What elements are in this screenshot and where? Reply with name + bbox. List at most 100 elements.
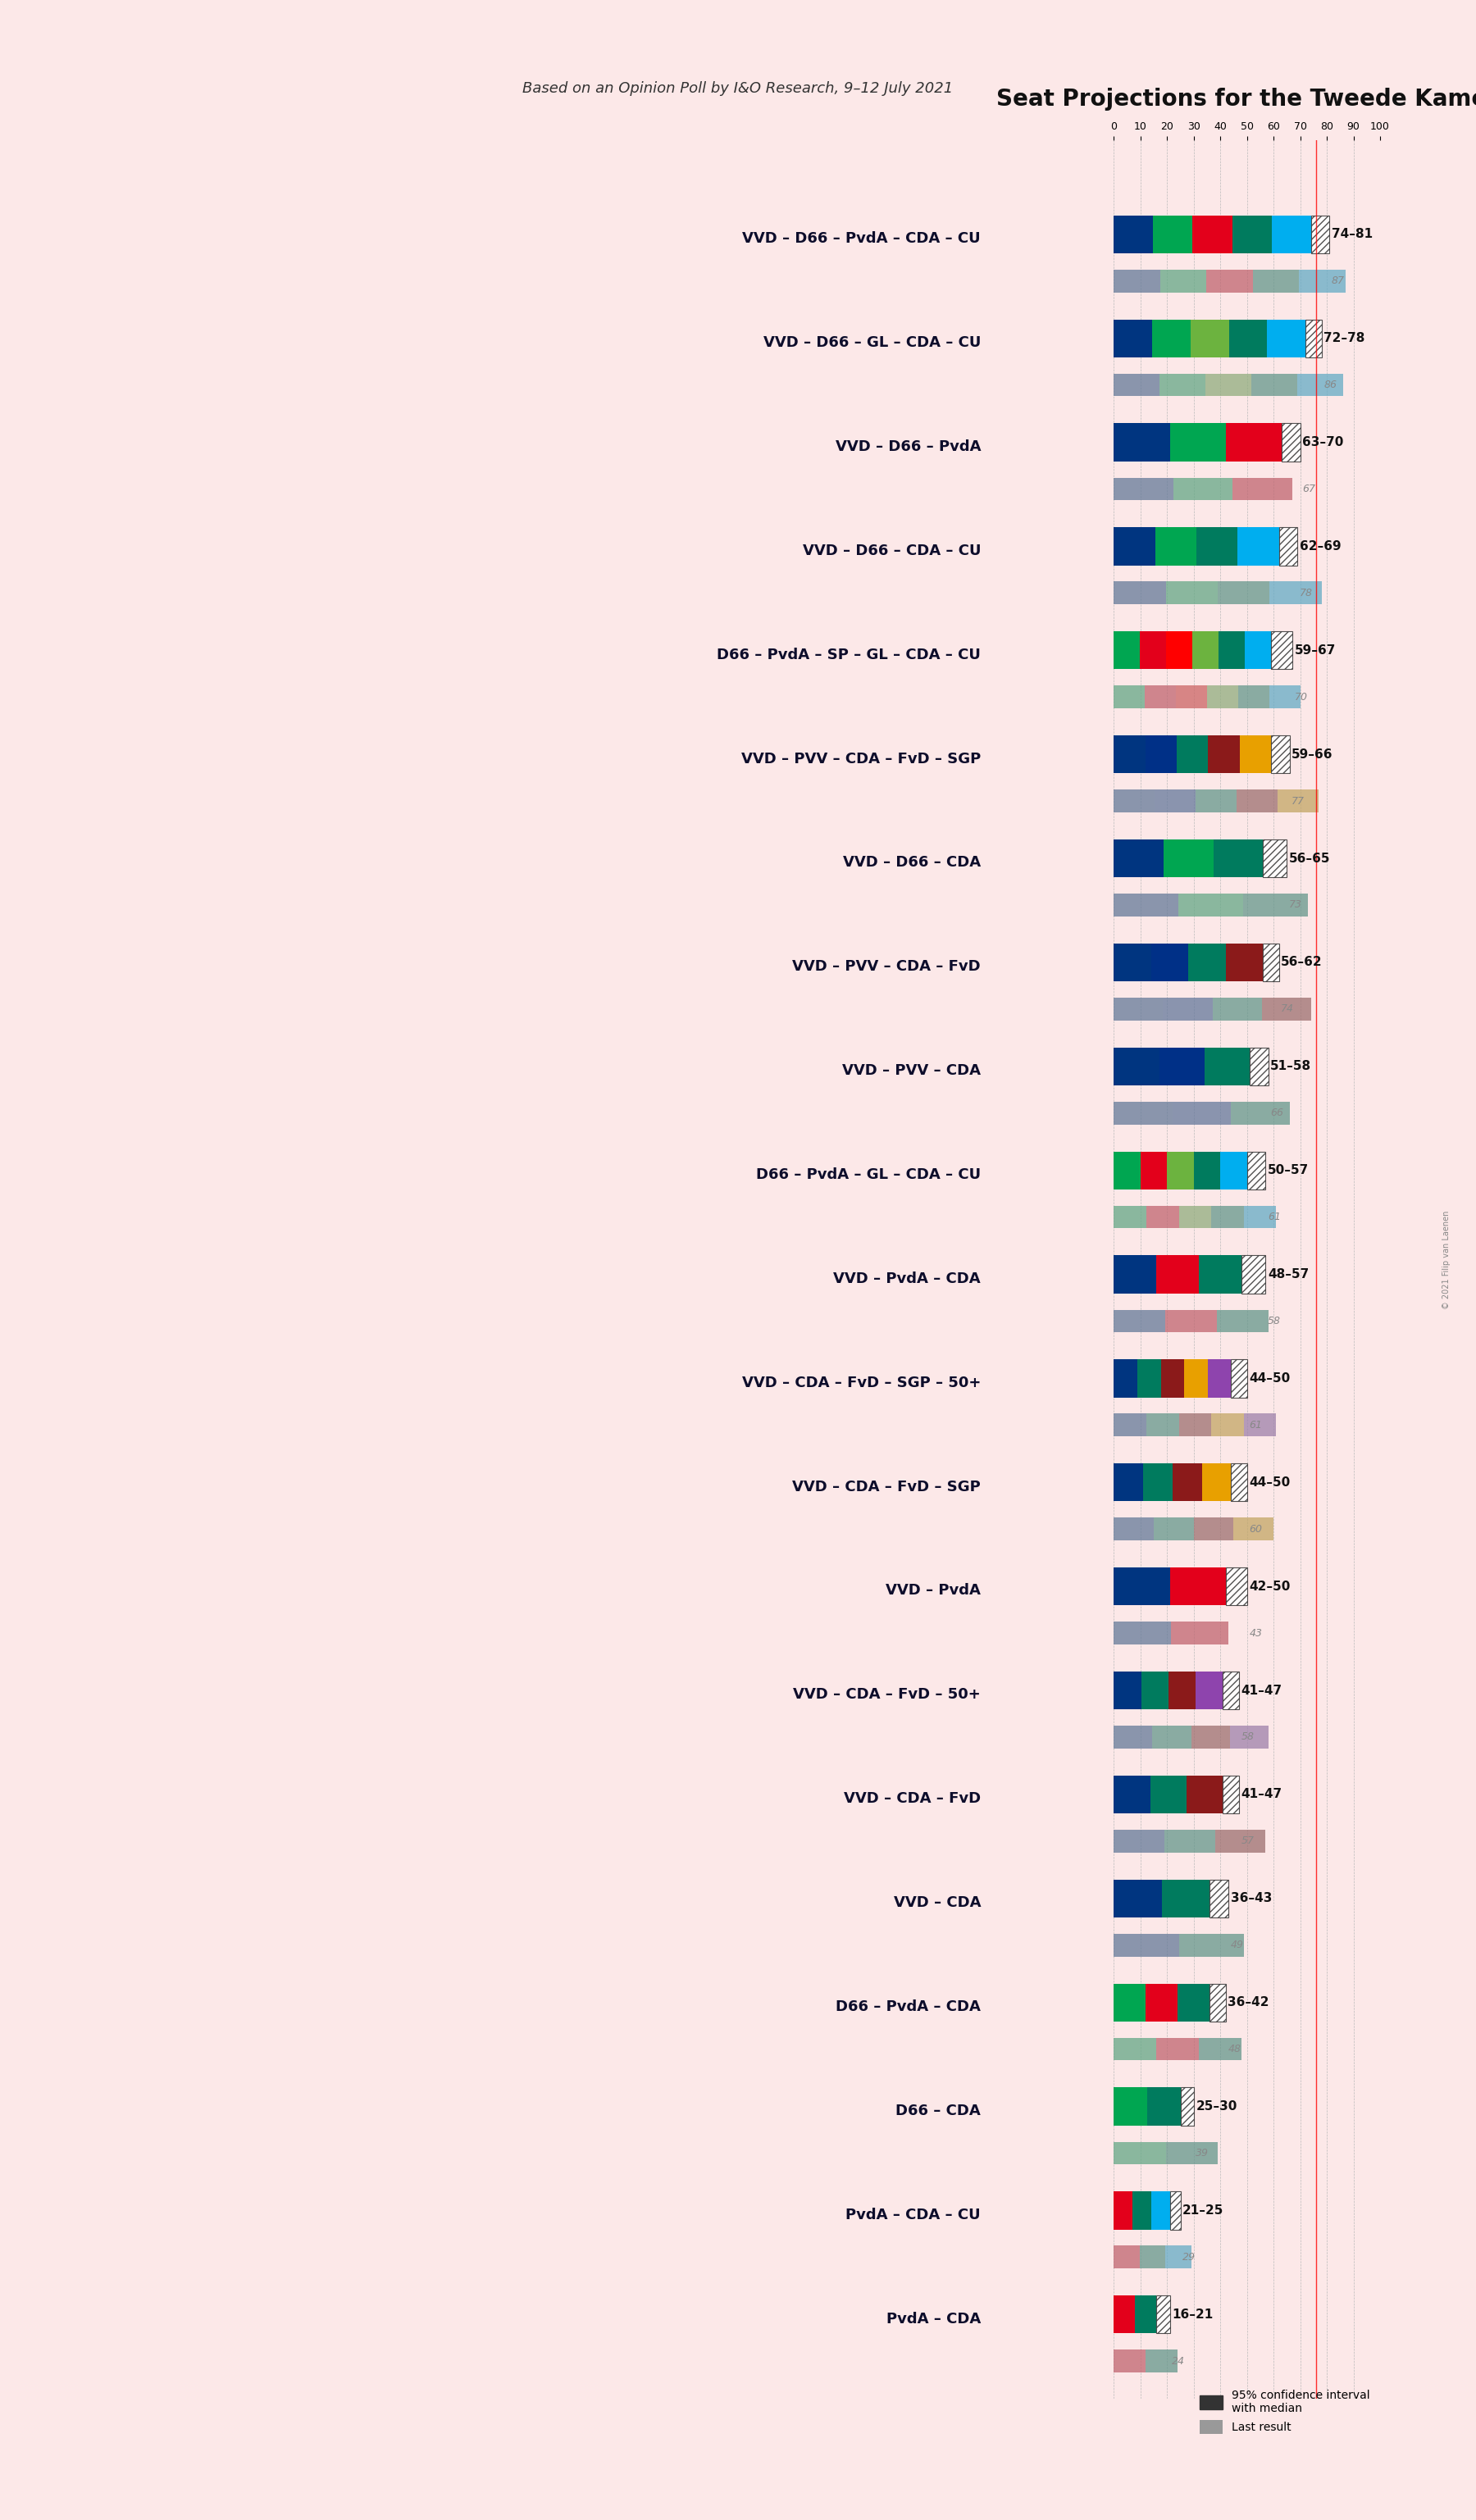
Bar: [1224, 1671, 1238, 1709]
Bar: [1114, 2349, 1178, 2371]
Bar: [1207, 1358, 1231, 1399]
Bar: [1114, 1414, 1147, 1436]
Bar: [1230, 1726, 1268, 1749]
Text: VVD – CDA: VVD – CDA: [893, 1895, 980, 1910]
Text: VVD – D66 – PvdA: VVD – D66 – PvdA: [835, 438, 980, 454]
Text: VVD – CDA – FvD – 50+: VVD – CDA – FvD – 50+: [793, 1688, 980, 1701]
Text: PvdA – CDA – CU: PvdA – CDA – CU: [846, 2208, 980, 2223]
Bar: [1145, 1983, 1178, 2021]
Bar: [1139, 2245, 1166, 2268]
Bar: [1224, 1777, 1238, 1814]
Bar: [1210, 1880, 1228, 1918]
Bar: [1163, 998, 1212, 1021]
Text: D66 – PvdA – SP – GL – CDA – CU: D66 – PvdA – SP – GL – CDA – CU: [717, 648, 980, 663]
Bar: [1176, 685, 1207, 708]
Bar: [1193, 633, 1219, 670]
Bar: [1268, 320, 1306, 358]
Text: 24: 24: [1172, 2356, 1185, 2366]
Bar: [1219, 633, 1244, 670]
Bar: [1160, 270, 1206, 292]
Bar: [1114, 998, 1163, 1021]
Bar: [1114, 1048, 1159, 1086]
Bar: [1153, 214, 1193, 255]
Text: 59–66: 59–66: [1292, 748, 1333, 761]
Text: 59–67: 59–67: [1294, 645, 1336, 658]
Bar: [1206, 373, 1252, 396]
Text: 25–30: 25–30: [1196, 2099, 1237, 2112]
Bar: [1114, 1414, 1277, 1436]
Bar: [1172, 1101, 1231, 1124]
Bar: [1114, 373, 1160, 396]
Bar: [1263, 839, 1287, 877]
Bar: [1199, 2039, 1241, 2061]
Bar: [1170, 1623, 1228, 1646]
Bar: [1247, 1152, 1265, 1189]
Bar: [1114, 2296, 1135, 2334]
Text: VVD – D66 – PvdA – CDA – CU: VVD – D66 – PvdA – CDA – CU: [742, 232, 980, 247]
Bar: [1278, 527, 1297, 564]
Text: 74: 74: [1281, 1003, 1294, 1016]
Bar: [1221, 1152, 1247, 1189]
Bar: [1114, 1880, 1162, 1918]
Bar: [1114, 2039, 1241, 2061]
Bar: [1151, 2192, 1170, 2230]
Bar: [1168, 1152, 1194, 1189]
Text: D66 – PvdA – GL – CDA – CU: D66 – PvdA – GL – CDA – CU: [756, 1167, 980, 1182]
Text: 87: 87: [1331, 275, 1345, 287]
Bar: [1114, 320, 1153, 358]
Bar: [1299, 270, 1346, 292]
Bar: [1114, 373, 1343, 396]
Bar: [1114, 582, 1166, 605]
Bar: [1114, 2142, 1166, 2165]
Bar: [1114, 2087, 1147, 2124]
Text: 61: 61: [1249, 1419, 1262, 1431]
Bar: [1145, 736, 1176, 774]
Bar: [1145, 685, 1176, 708]
Text: 66: 66: [1271, 1109, 1284, 1119]
Bar: [1160, 1358, 1184, 1399]
Text: VVD – D66 – CDA – CU: VVD – D66 – CDA – CU: [803, 544, 980, 557]
Bar: [1159, 1048, 1204, 1086]
Bar: [1281, 423, 1300, 461]
Bar: [1191, 320, 1230, 358]
Bar: [1173, 479, 1232, 501]
Bar: [1170, 423, 1225, 461]
Bar: [1156, 527, 1197, 564]
Bar: [1114, 1830, 1165, 1852]
Text: 49: 49: [1231, 1940, 1244, 1950]
Bar: [1207, 685, 1238, 708]
Bar: [1114, 2349, 1145, 2371]
Bar: [1231, 1464, 1247, 1502]
Bar: [1114, 479, 1293, 501]
Bar: [1297, 373, 1343, 396]
Text: VVD – CDA – FvD – SGP – 50+: VVD – CDA – FvD – SGP – 50+: [742, 1376, 980, 1391]
Bar: [1262, 998, 1311, 1021]
Bar: [1172, 1464, 1201, 1502]
Bar: [1253, 270, 1299, 292]
Bar: [1154, 1517, 1194, 1540]
Bar: [1197, 527, 1238, 564]
Bar: [1269, 582, 1321, 605]
Text: VVD – PvdA: VVD – PvdA: [886, 1583, 980, 1598]
Text: 21–25: 21–25: [1182, 2205, 1224, 2218]
Text: VVD – D66 – CDA: VVD – D66 – CDA: [843, 854, 980, 869]
Bar: [1114, 1623, 1228, 1646]
Text: 67: 67: [1302, 484, 1315, 494]
Bar: [1179, 1205, 1212, 1227]
Bar: [1244, 1414, 1277, 1436]
Bar: [1184, 1358, 1207, 1399]
Bar: [1244, 1205, 1277, 1227]
Bar: [1179, 1933, 1244, 1956]
Bar: [1165, 1830, 1215, 1852]
Bar: [1230, 320, 1268, 358]
Text: 78: 78: [1300, 587, 1312, 597]
Bar: [1114, 1933, 1244, 1956]
Bar: [1209, 736, 1240, 774]
Bar: [1114, 1830, 1265, 1852]
Bar: [1151, 942, 1188, 980]
Text: 50–57: 50–57: [1268, 1164, 1309, 1177]
Bar: [1114, 789, 1320, 811]
Bar: [1114, 1310, 1268, 1333]
Bar: [1141, 1152, 1168, 1189]
Bar: [1271, 736, 1290, 774]
